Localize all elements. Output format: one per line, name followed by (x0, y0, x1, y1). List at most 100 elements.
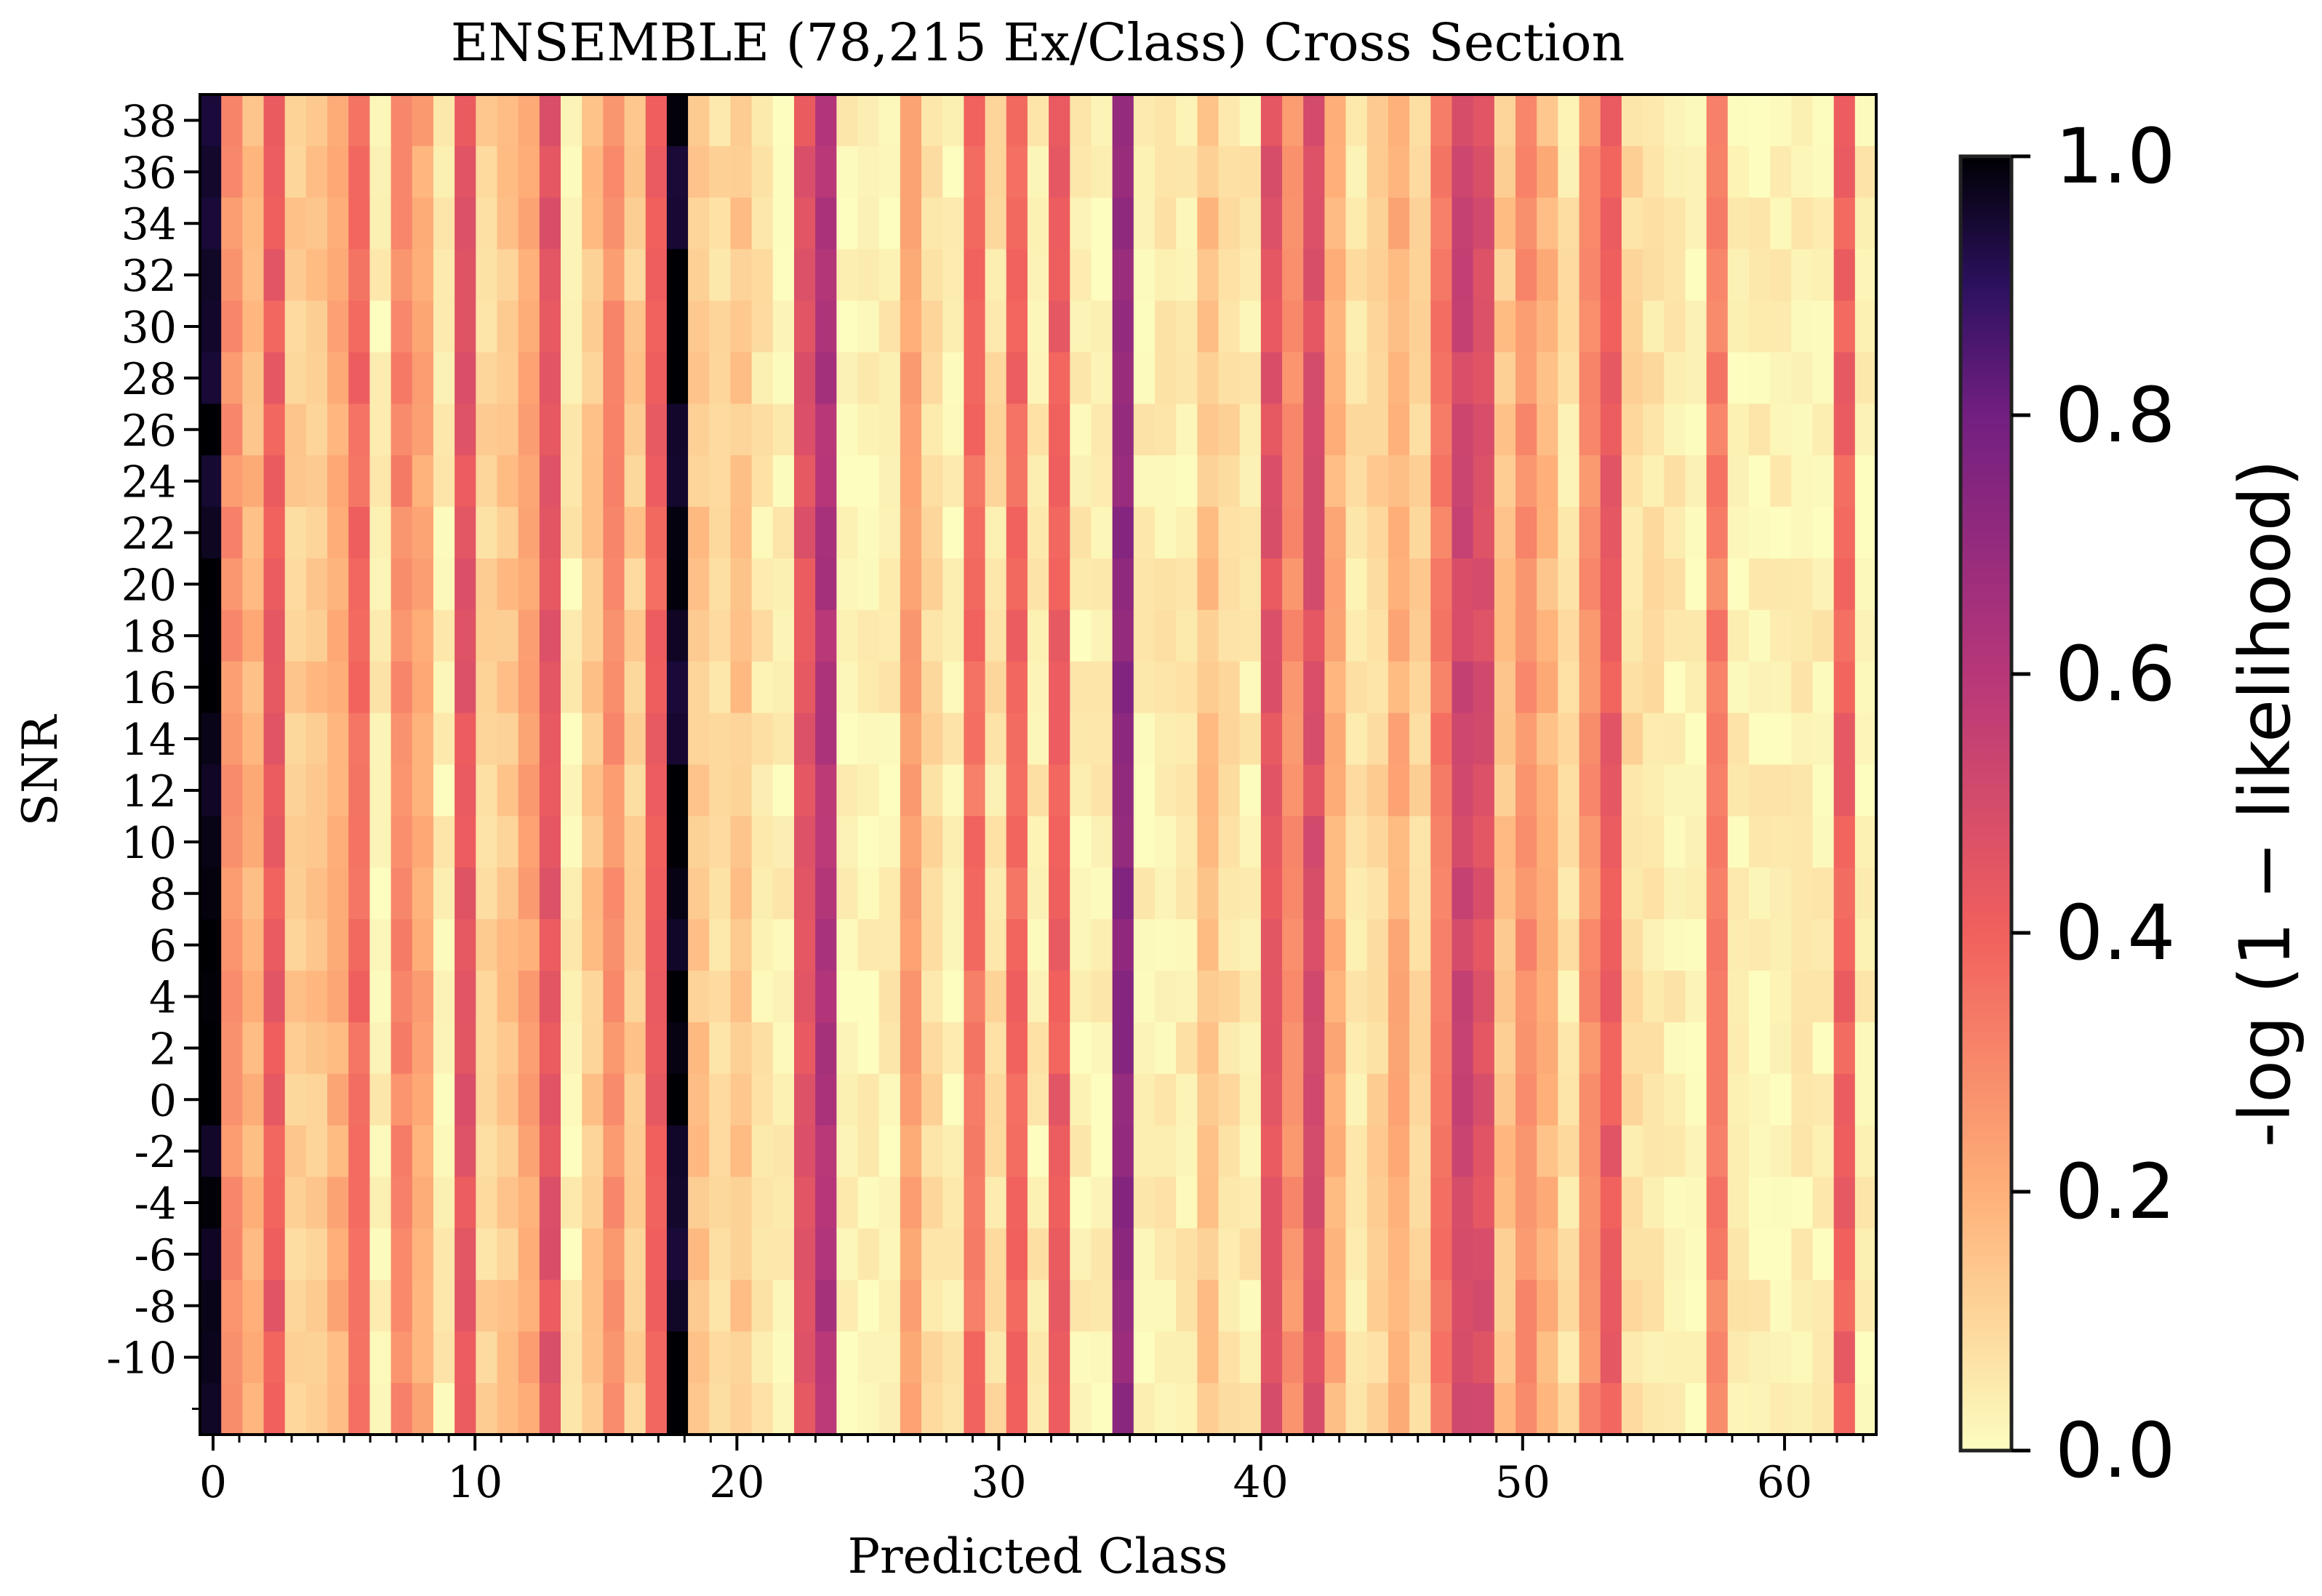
heatmap-cell (900, 352, 922, 405)
heatmap-cell (709, 1331, 732, 1384)
heatmap-cell (348, 713, 371, 766)
heatmap-cell (200, 404, 222, 456)
heatmap-cell (1812, 300, 1835, 353)
colorbar-tick-label: 0.8 (2055, 371, 2175, 460)
heatmap-cell (624, 971, 646, 1023)
colorbar-ticks: 0.00.20.40.60.81.0 (2011, 112, 2175, 1495)
heatmap-cell (1770, 609, 1793, 662)
heatmap-cell (1049, 1280, 1071, 1333)
heatmap-cell (1727, 455, 1750, 508)
heatmap-cell (1748, 352, 1771, 405)
heatmap-cell (1366, 1022, 1389, 1075)
heatmap-cell (603, 352, 625, 405)
heatmap-cell (1154, 249, 1177, 302)
heatmap-cell (688, 145, 710, 199)
heatmap-cell (1112, 145, 1134, 199)
heatmap-cell (1006, 352, 1028, 405)
heatmap-cell (539, 1383, 561, 1435)
heatmap-cell (1345, 1022, 1368, 1075)
heatmap-cell (1791, 1073, 1814, 1126)
heatmap-cell (624, 95, 646, 147)
heatmap-cell (666, 661, 689, 714)
heatmap-cell (412, 764, 434, 817)
heatmap-cell (1643, 558, 1665, 611)
heatmap-cell (942, 1228, 965, 1281)
heatmap-cell (1643, 1176, 1665, 1230)
heatmap-cell (1452, 1331, 1474, 1384)
heatmap-cell (1388, 95, 1410, 147)
heatmap-cell (1664, 764, 1686, 817)
heatmap-cell (582, 661, 604, 714)
heatmap-cell (497, 1331, 519, 1384)
heatmap-cell (751, 197, 774, 250)
heatmap-cell (1091, 1176, 1113, 1230)
heatmap-cell (221, 455, 244, 508)
heatmap-cell (878, 661, 901, 714)
heatmap-cell (1091, 1073, 1113, 1126)
heatmap-cell (284, 661, 307, 714)
heatmap-cell (1643, 352, 1665, 405)
heatmap-cell (1345, 1125, 1368, 1178)
heatmap-cell (1176, 816, 1198, 869)
heatmap-cell (900, 1176, 922, 1230)
heatmap-cell (1154, 404, 1177, 456)
heatmap-cell (518, 609, 540, 662)
heatmap-cell (1112, 867, 1134, 920)
heatmap-cell (857, 352, 880, 405)
heatmap-cell (476, 764, 498, 817)
heatmap-cell (582, 352, 604, 405)
heatmap-cell (857, 404, 880, 456)
heatmap-cell (1727, 249, 1750, 302)
heatmap-cell (412, 661, 434, 714)
heatmap-cell (921, 1331, 944, 1384)
heatmap-cell (709, 1383, 732, 1435)
heatmap-cell (1091, 558, 1113, 611)
heatmap-cell (455, 816, 477, 869)
heatmap-cell (369, 1331, 392, 1384)
heatmap-cell (518, 764, 540, 817)
heatmap-cell (1515, 145, 1537, 199)
heatmap-cell (1303, 919, 1326, 971)
heatmap-cell (200, 95, 222, 147)
heatmap-cell (1727, 1073, 1750, 1126)
heatmap-cell (772, 1383, 795, 1435)
heatmap-cell (1537, 300, 1559, 353)
heatmap-cell (1260, 145, 1283, 199)
heatmap-cell (1070, 145, 1092, 199)
heatmap-cell (942, 404, 965, 456)
heatmap-cell (284, 249, 307, 302)
heatmap-cell (921, 1073, 944, 1126)
heatmap-cell (709, 1280, 732, 1333)
heatmap-cell (1473, 1228, 1495, 1281)
heatmap-cell (942, 971, 965, 1023)
heatmap-cell (709, 1073, 732, 1126)
heatmap-cell (1600, 145, 1622, 199)
heatmap-cell (1854, 352, 1877, 405)
heatmap-cell (709, 95, 732, 147)
heatmap-cell (1430, 352, 1453, 405)
heatmap-cell (1366, 1228, 1389, 1281)
heatmap-cell (1112, 609, 1134, 662)
heatmap-cell (1791, 404, 1814, 456)
heatmap-cell (284, 197, 307, 250)
heatmap-cell (369, 764, 392, 817)
heatmap-cell (539, 197, 561, 250)
heatmap-cell (1345, 95, 1368, 147)
heatmap-cell (369, 1280, 392, 1333)
heatmap-cell (836, 95, 859, 147)
heatmap-cell (985, 352, 1007, 405)
heatmap-cell (1049, 1125, 1071, 1178)
heatmap-cell (1324, 1280, 1347, 1333)
heatmap-cell (1643, 455, 1665, 508)
heatmap-cell (1388, 1331, 1410, 1384)
heatmap-cell (1579, 713, 1601, 766)
heatmap-cell (1006, 661, 1028, 714)
heatmap-cell (921, 919, 944, 971)
heatmap-cell (497, 661, 519, 714)
heatmap-cell (1812, 558, 1835, 611)
heatmap-cell (497, 971, 519, 1023)
heatmap-cell (348, 867, 371, 920)
heatmap-cell (1218, 1331, 1241, 1384)
heatmap-cell (1112, 95, 1134, 147)
heatmap-cell (1643, 507, 1665, 559)
